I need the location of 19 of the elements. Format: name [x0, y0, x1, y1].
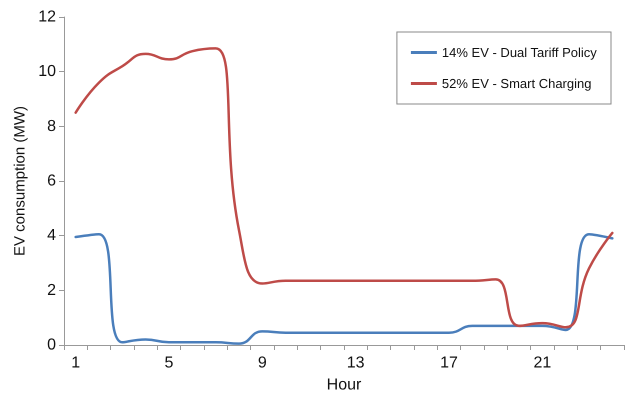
y-tick-label: 6 — [47, 172, 56, 190]
x-tick-label: 5 — [164, 354, 174, 372]
legend-label: 52% EV - Smart Charging — [442, 76, 592, 91]
x-tick-label: 9 — [258, 354, 267, 372]
line-series — [74, 233, 614, 345]
y-tick-label: 8 — [47, 118, 56, 135]
y-tick-label: 4 — [47, 227, 56, 244]
x-tick-label: 13 — [346, 354, 365, 372]
y-tick-label: 12 — [38, 8, 56, 26]
x-tick-label: 1 — [71, 354, 80, 372]
y-tick-label: 0 — [47, 336, 56, 354]
x-axis-title: Hour — [326, 376, 362, 394]
y-axis-title: EV consumption (MW) — [11, 106, 28, 256]
x-tick-label: 21 — [533, 354, 552, 372]
y-tick-label: 2 — [47, 282, 56, 299]
line-series — [74, 47, 614, 328]
x-tick-label: 17 — [440, 354, 458, 372]
legend-label: 14% EV - Dual Tariff Policy — [442, 45, 598, 60]
y-tick-label: 10 — [38, 63, 56, 80]
